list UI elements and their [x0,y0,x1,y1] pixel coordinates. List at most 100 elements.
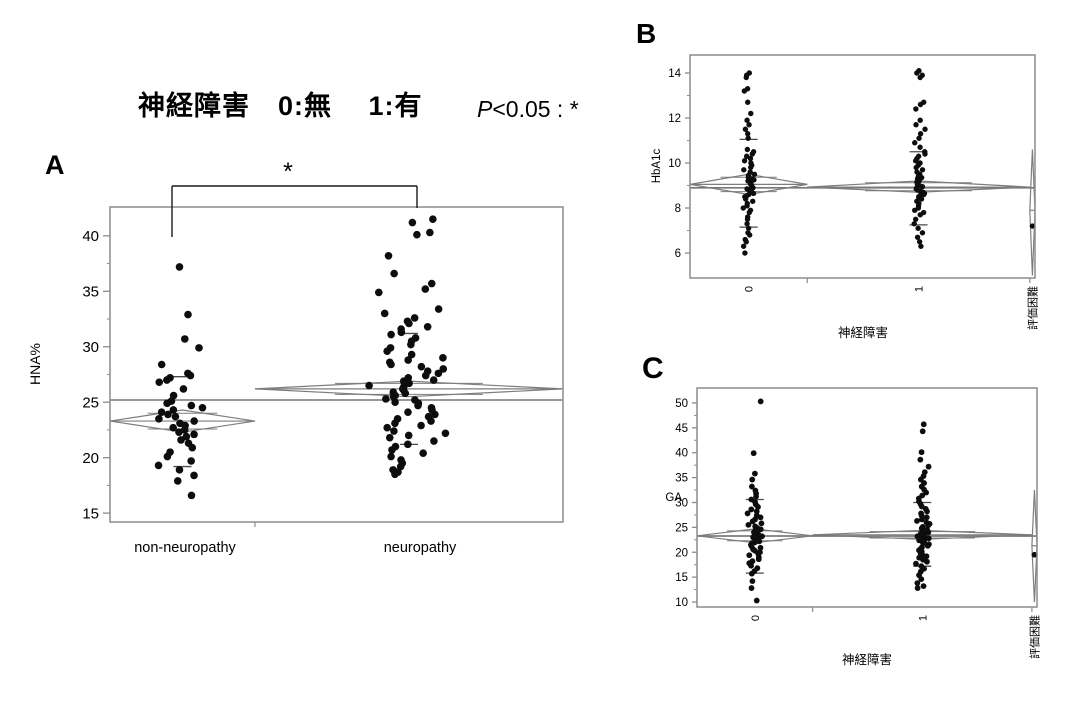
data-point [385,433,394,442]
data-point [925,463,932,470]
data-point [391,470,399,479]
data-point [917,101,924,108]
x-tick-label: 1 [914,286,926,292]
y-tick-label: 10 [675,597,688,609]
data-point [164,410,172,419]
data-point [187,401,196,410]
y-tick-label: 50 [675,398,688,410]
data-point [169,406,178,414]
data-point [747,164,754,171]
data-point [413,230,421,239]
group-0 [696,398,813,604]
data-point [748,562,754,569]
data-point [173,477,182,485]
data-point [187,457,195,465]
data-point [915,225,921,231]
panel-a-category-non-neuropathy: non-neuropathy [134,540,236,556]
data-point [748,110,754,117]
significance-bracket: * [171,158,418,237]
data-point [917,117,923,123]
y-tick-label: 40 [675,448,688,460]
y-tick-label: 30 [82,339,99,356]
y-tick-label: 14 [668,68,681,80]
significance-star: * [283,158,293,186]
group-1 [812,421,1032,591]
data-point [439,365,448,373]
data-point [742,196,749,202]
data-point [177,436,185,444]
data-point [427,417,435,425]
plot-frame [689,54,1036,279]
data-point [914,517,920,524]
y-tick-label: 8 [675,203,681,215]
y-tick-label: 35 [675,473,688,485]
data-point [741,167,747,173]
data-point [407,350,416,359]
y-tick-label: 20 [82,450,99,467]
data-point [917,212,923,218]
data-point [175,263,184,271]
data-point [426,228,434,237]
data-point [917,131,924,137]
data-point [749,483,755,490]
y-tick-label: 25 [82,394,99,411]
data-point [918,516,925,523]
data-point [380,309,389,318]
data-point [190,430,198,439]
y-tick-label: 15 [82,505,99,522]
data-point [417,362,426,371]
data-point [423,322,432,331]
data-point [917,74,923,81]
data-point [748,570,755,577]
data-point [914,585,921,591]
data-point [184,310,192,319]
data-point [417,421,425,430]
data-point [441,429,450,438]
data-point [746,209,752,216]
data-point [749,476,756,483]
data-point [175,466,184,474]
panel-c-plot: 0 1 評価困難 10 15 20 25 30 35 40 45 50 GA [665,387,1041,659]
data-point [916,135,922,141]
data-point [163,399,171,408]
data-point [749,578,756,585]
data-point [198,403,207,412]
data-point [924,558,930,565]
data-point [740,243,747,249]
data-point [745,225,752,231]
data-point [374,288,383,297]
data-point [913,560,919,567]
data-point [195,344,203,352]
data-point [429,215,437,224]
panel-b-plot: 0 1 評価困難 6 8 10 12 14 HbA1c [651,54,1039,330]
data-point [421,371,430,380]
data-point [916,239,923,245]
data-point [917,144,923,150]
data-point [410,314,419,322]
plot-frame [696,387,1038,608]
data-point [427,279,436,288]
data-point [429,376,438,384]
data-point [404,431,413,440]
data-point [179,385,188,393]
data-point [190,471,198,480]
data-point [758,520,765,527]
data-point [922,126,928,132]
data-point [923,514,930,521]
data-point [750,190,757,197]
data-point [746,122,752,128]
data-point [163,376,171,384]
data-point [924,542,931,549]
data-point [740,205,746,211]
data-point [383,423,391,432]
data-point [421,285,430,293]
data-point [914,234,921,240]
data-point [749,151,756,157]
data-point [914,70,920,76]
y-tick-label: 25 [675,522,688,534]
data-point [163,452,172,461]
data-point [745,135,751,141]
data-point [925,535,932,542]
data-point [746,552,753,559]
